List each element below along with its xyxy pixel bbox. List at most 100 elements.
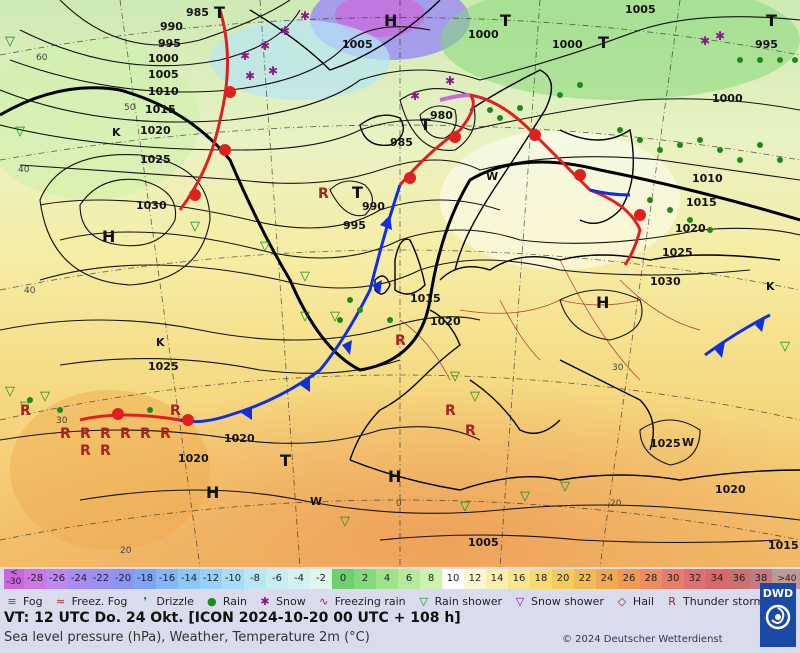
svg-text:W: W	[682, 436, 694, 449]
svg-text:R: R	[170, 403, 181, 419]
weather-legend-item: R Thunder storm	[664, 591, 764, 611]
svg-text:H: H	[384, 11, 397, 30]
svg-text:▽: ▽	[40, 389, 50, 404]
svg-text:▽: ▽	[300, 309, 310, 324]
warm-front-scandinavia	[398, 92, 642, 266]
occlusion-iceland	[439, 93, 471, 102]
svg-text:1025: 1025	[148, 360, 179, 373]
svg-text:R: R	[445, 403, 456, 419]
cold-front-finland	[589, 188, 631, 197]
scale-cell: -14	[178, 569, 200, 589]
svg-text:1020: 1020	[224, 432, 255, 445]
scale-cell: -8	[244, 569, 266, 589]
svg-text:✱: ✱	[280, 24, 290, 38]
svg-text:T: T	[500, 11, 511, 30]
scale-cell: 30	[662, 569, 684, 589]
scale-cell: 16	[508, 569, 530, 589]
scale-unit-top: <	[10, 568, 18, 578]
svg-text:985: 985	[186, 6, 209, 19]
svg-text:▽: ▽	[20, 399, 30, 414]
svg-text:R: R	[80, 443, 91, 459]
weather-symbol-icon: ▽	[419, 594, 428, 608]
coastlines	[249, 0, 800, 491]
svg-text:R: R	[160, 426, 171, 442]
weather-legend-label: Freez. Fog	[71, 594, 128, 608]
scale-cell: 18	[530, 569, 552, 589]
scale-cell: 26	[618, 569, 640, 589]
scale-cell: 24	[596, 569, 618, 589]
svg-text:✱: ✱	[260, 39, 270, 53]
svg-text:1000: 1000	[712, 92, 743, 105]
svg-text:▽: ▽	[260, 239, 270, 254]
svg-text:T: T	[352, 183, 363, 202]
weather-symbol-icon: ✱	[260, 594, 270, 608]
svg-text:H: H	[596, 293, 609, 312]
scale-cell: 14	[486, 569, 508, 589]
svg-text:T: T	[214, 3, 225, 22]
svg-text:1020: 1020	[140, 124, 171, 137]
svg-text:40: 40	[24, 286, 36, 296]
svg-text:✱: ✱	[245, 69, 255, 83]
weather-symbol-icon: ❜	[143, 594, 148, 608]
weather-legend-label: Snow shower	[531, 594, 604, 608]
weather-legend-label: Snow	[276, 594, 306, 608]
scale-cell: -4	[288, 569, 310, 589]
temperature-isotherm-labels: 60 50 40 40 30 20 0 20 30	[18, 53, 624, 556]
map-legend: < -30 -28 -26 -24 -22 -20 -18 -16 -14 -12 -10 -8 -6…	[0, 567, 800, 653]
weather-symbol-icon: ●	[207, 594, 217, 608]
scale-cell: 0	[332, 569, 354, 589]
mild-air-scandinavia	[440, 130, 680, 270]
weather-legend-item: ≈ Freez. Fog	[53, 591, 128, 611]
svg-text:✱: ✱	[268, 64, 278, 78]
svg-text:R: R	[80, 426, 91, 442]
weather-symbol-icon: ◇	[617, 594, 627, 608]
svg-text:✱: ✱	[715, 29, 725, 43]
svg-text:995: 995	[343, 219, 366, 232]
weather-symbol-icon: ▽	[515, 594, 525, 608]
warm-front-atlantic	[178, 9, 229, 211]
weather-legend-item: ◇ Hail	[614, 591, 654, 611]
svg-text:1020: 1020	[178, 452, 209, 465]
svg-text:H: H	[388, 467, 401, 486]
svg-text:1030: 1030	[136, 199, 167, 212]
svg-text:✱: ✱	[240, 49, 250, 63]
weather-legend-label: Freezing rain	[334, 594, 406, 608]
svg-text:1005: 1005	[625, 3, 656, 16]
scale-cell: 2	[354, 569, 376, 589]
svg-text:T: T	[280, 451, 291, 470]
svg-text:K: K	[766, 280, 775, 293]
temperature-color-scale: < -30 -28 -26 -24 -22 -20 -18 -16 -14 -12 -10 -8 -6…	[4, 568, 800, 604]
scale-cell: 12	[464, 569, 486, 589]
weather-symbol-legend: ≡ Fog ≈ Freez. Fog ❜ Drizzle ● Rain ✱ Snow ∿ Freezi…	[4, 591, 764, 611]
svg-text:1010: 1010	[692, 172, 723, 185]
pressure-values: 985 990 995 1000 1005 1010 1015 1020 102…	[136, 3, 799, 552]
svg-text:K: K	[112, 126, 121, 139]
svg-text:▽: ▽	[460, 499, 470, 514]
scale-cell: 4	[376, 569, 398, 589]
scale-cell: 22	[574, 569, 596, 589]
warm-front-south	[79, 413, 181, 422]
dwd-logo-swirl-icon	[765, 604, 791, 630]
fronts	[79, 9, 771, 426]
weather-legend-label: Rain shower	[434, 594, 503, 608]
svg-text:R: R	[140, 426, 151, 442]
scale-cell: 10	[442, 569, 464, 589]
svg-text:1025: 1025	[662, 246, 693, 259]
svg-text:✱: ✱	[445, 74, 455, 88]
scale-cell: -20	[112, 569, 134, 589]
scale-cell: 8	[420, 569, 442, 589]
isobar-1015-thick	[0, 86, 800, 372]
svg-text:▽: ▽	[560, 479, 570, 494]
svg-text:60: 60	[36, 53, 48, 63]
svg-text:990: 990	[160, 20, 183, 33]
svg-text:T: T	[420, 115, 431, 134]
scale-cell: 6	[398, 569, 420, 589]
svg-text:1025: 1025	[650, 437, 681, 450]
svg-text:1010: 1010	[148, 85, 179, 98]
svg-text:1015: 1015	[410, 292, 441, 305]
svg-text:W: W	[486, 170, 498, 183]
cold-front-east	[704, 313, 771, 357]
svg-text:▽: ▽	[5, 384, 15, 399]
svg-text:1000: 1000	[468, 28, 499, 41]
svg-text:1000: 1000	[552, 38, 583, 51]
